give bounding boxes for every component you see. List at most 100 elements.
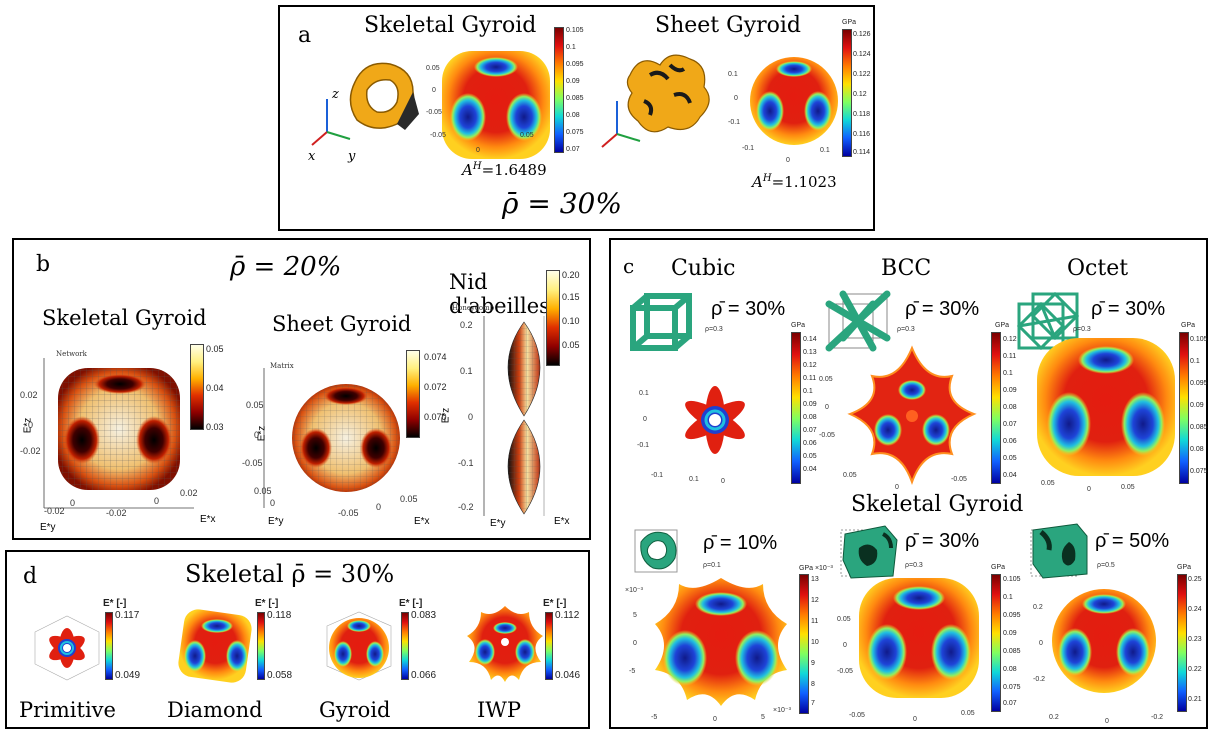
gyroid-d-surface-plot <box>326 611 392 681</box>
cb-b-left-2: 0.03 <box>206 422 224 432</box>
axis-a-right-6: 0.1 <box>820 147 830 154</box>
ax-g10-4: -5 <box>651 714 658 721</box>
cb-bcc-7: 0.05 <box>1003 455 1017 462</box>
cb-g50-0: 0.25 <box>1188 576 1202 583</box>
panel-d: d Skeletal ρ̄ = 30% E* [-] 0.117 0.049 E… <box>5 550 590 729</box>
label-ey-right: E*y <box>490 518 506 529</box>
cb-g50-3: 0.22 <box>1188 666 1202 673</box>
cb-octet-6: 0.075 <box>1190 468 1208 475</box>
cb-cubic-1: 0.13 <box>803 349 817 356</box>
cb-a-right-1: 0.124 <box>853 51 871 58</box>
tick-b-m-0: 0.05 <box>246 400 264 410</box>
diamond-surface-plot <box>178 609 252 683</box>
ax-g50-2: -0.2 <box>1033 676 1046 683</box>
ax-g10-1: 5 <box>633 612 637 619</box>
sheet-gyroid-cell-image <box>626 54 710 133</box>
cb-a-right-3: 0.12 <box>853 91 867 98</box>
colorbar-g10 <box>799 574 809 714</box>
cb-g10-1: 12 <box>811 597 819 604</box>
min-diamond: 0.058 <box>267 670 293 681</box>
cb-bcc-6: 0.06 <box>1003 438 1017 445</box>
tick-b-m-7: 0.05 <box>400 494 418 504</box>
honeycomb-surface-plot <box>483 316 545 516</box>
cb-cubic-unit: GPa <box>791 322 806 329</box>
ax-cubic-3: 0.1 <box>689 476 699 483</box>
ax-g50-1: 0 <box>1039 640 1043 647</box>
triad-z-left: z <box>332 87 339 102</box>
tick-b-l-5: 0.02 <box>180 488 198 498</box>
bcc-lattice-icon <box>825 290 891 352</box>
max-primitive: 0.117 <box>115 610 140 621</box>
cb-bcc-1: 0.11 <box>1003 353 1017 360</box>
ax-octet-2: 0.05 <box>1121 484 1135 491</box>
cb-g30-5: 0.08 <box>1003 666 1017 673</box>
cb-bcc-unit: GPa <box>995 322 1010 329</box>
panel-b-letter: b <box>36 252 51 277</box>
cb-g10-3: 10 <box>811 639 819 646</box>
cb-a-right-5: 0.116 <box>853 131 870 138</box>
cb-g10-unit: GPa ×10⁻³ <box>799 565 833 572</box>
axis-triad-right <box>601 101 641 148</box>
title-cubic: Cubic <box>671 256 736 281</box>
panel-d-letter: d <box>23 564 38 589</box>
density-bcc: ρ̄ = 30% <box>905 298 980 320</box>
min-gyroid: 0.066 <box>411 670 437 681</box>
cb-g10-4: 9 <box>811 660 815 667</box>
panel-b-title-skeletal: Skeletal Gyroid <box>42 306 207 330</box>
ax-g30-5: 0.05 <box>961 710 975 717</box>
colorbar-iwp <box>545 612 553 680</box>
tag-matrix: Matrix <box>270 362 294 370</box>
tick-b-l-0: 0.02 <box>20 390 38 400</box>
cb-g10-5: 8 <box>811 681 815 688</box>
ax-g30-0: 0.05 <box>837 616 851 623</box>
tag-honeycomb: Honeycomb <box>452 304 495 312</box>
cb-b-mid-0: 0.074 <box>424 352 447 362</box>
cb-cubic-2: 0.12 <box>803 362 817 369</box>
label-gyroid: Gyroid <box>319 698 391 722</box>
tick-b-m-2: -0.05 <box>242 458 263 468</box>
cb-cubic-4: 0.1 <box>803 388 813 395</box>
density-cubic: ρ̄ = 30% <box>711 298 786 320</box>
axis-a-right-4: -0.1 <box>742 145 755 152</box>
cb-a-left-7: 0.07 <box>566 146 580 153</box>
ax-bcc-3: 0.05 <box>843 472 857 479</box>
ax-g10-6: 5 <box>761 714 765 721</box>
anisotropy-right: AH=1.1023 <box>752 173 837 191</box>
unit-iwp: E* [-] <box>543 598 567 609</box>
tick-b-m-1: 0 <box>254 430 260 440</box>
cb-bcc-5: 0.07 <box>1003 421 1017 428</box>
cb-b-right-2: 0.10 <box>562 316 580 326</box>
ax-g10-2: 0 <box>633 640 637 647</box>
panel-b-title-honeycomb: Nid d'abeilles <box>449 270 550 318</box>
colorbar-b-mid <box>406 350 420 438</box>
gyroid-cell-50-icon <box>1030 523 1088 579</box>
cb-cubic-3: 0.11 <box>803 375 817 382</box>
cb-a-right-0: 0.126 <box>853 31 871 38</box>
colorbar-g30 <box>991 574 1001 712</box>
cb-octet-unit: GPa <box>1181 322 1196 329</box>
axis-a-right-3: -0.1 <box>728 119 741 126</box>
ax-cubic-2: -0.1 <box>637 442 650 449</box>
rho-cubic: ρ=0.3 <box>705 326 723 333</box>
cb-a-left-2: 0.095 <box>566 61 584 68</box>
ax-g50-5: -0.2 <box>1151 714 1164 721</box>
cubic-surface-plot <box>685 386 745 454</box>
tick-b-l-7: -0.02 <box>44 506 65 516</box>
axis-a-left-3: -0.05 <box>426 109 442 116</box>
ax-bcc-0: 0.05 <box>819 376 833 383</box>
label-iwp: IWP <box>477 698 522 722</box>
tick-b-l-6: 0 <box>70 498 76 508</box>
max-iwp: 0.112 <box>555 610 580 621</box>
cb-g50-2: 0.23 <box>1188 636 1202 643</box>
cb-g30-6: 0.075 <box>1003 684 1021 691</box>
panel-a-letter: a <box>298 23 312 48</box>
ax-g10-0: ×10⁻³ <box>625 587 643 594</box>
tick-b-r-2: 0 <box>468 412 474 422</box>
cb-a-left-6: 0.075 <box>566 129 584 136</box>
ax-g50-4: 0 <box>1105 718 1109 725</box>
tag-network: Network <box>56 350 87 358</box>
axis-a-left-1: 0.05 <box>426 65 440 72</box>
ax-octet-1: 0 <box>1087 486 1091 493</box>
cb-octet-3: 0.09 <box>1190 402 1204 409</box>
rho-g30: ρ=0.3 <box>905 562 923 569</box>
